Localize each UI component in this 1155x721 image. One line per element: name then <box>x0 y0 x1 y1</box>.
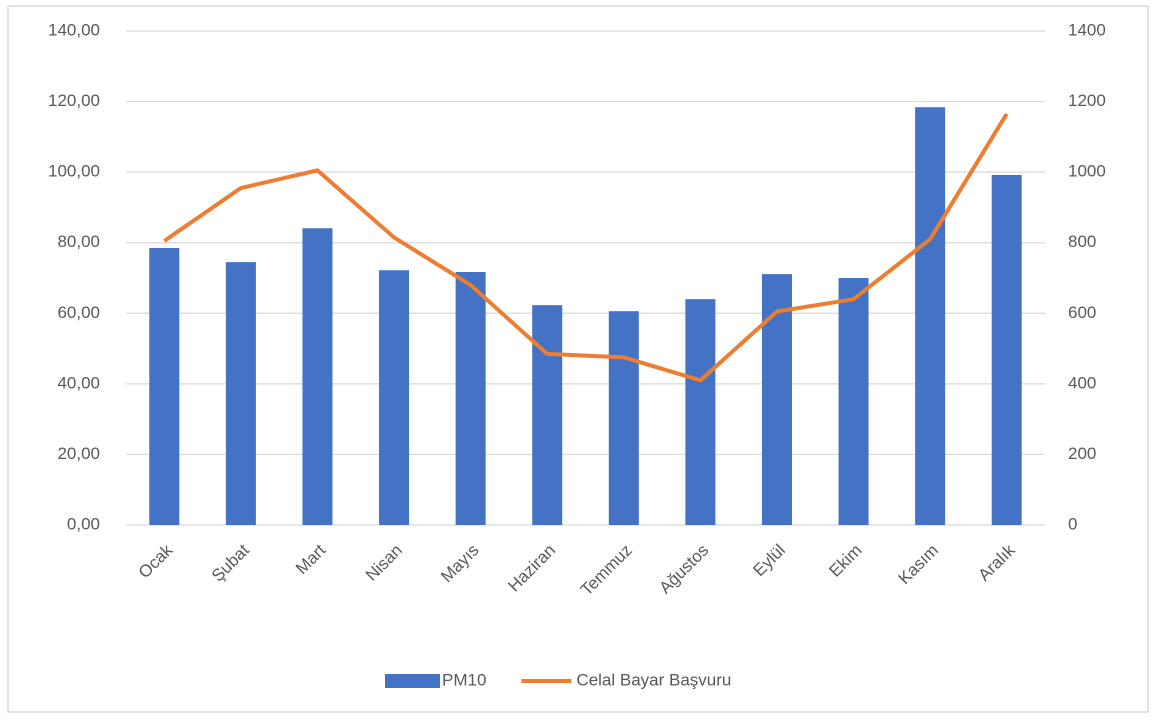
y-tick-label: 60,00 <box>57 303 100 322</box>
y2-tick-label: 1000 <box>1068 162 1106 181</box>
y-tick-label: 120,00 <box>48 91 100 110</box>
y-tick-label: 100,00 <box>48 162 100 181</box>
y-tick-label: 0,00 <box>67 514 100 533</box>
bar <box>532 305 563 525</box>
y2-tick-label: 400 <box>1068 373 1096 392</box>
bar <box>455 272 486 525</box>
bar <box>149 248 180 525</box>
y2-tick-label: 0 <box>1068 514 1077 533</box>
legend-swatch <box>385 674 440 688</box>
bar <box>991 174 1022 526</box>
y2-tick-label: 200 <box>1068 444 1096 463</box>
bar <box>685 299 716 525</box>
legend-label: Celal Bayar Başvuru <box>576 670 731 689</box>
bar <box>379 270 410 525</box>
bar <box>915 107 946 526</box>
y-tick-label: 140,00 <box>48 20 100 39</box>
y-tick-label: 40,00 <box>57 373 100 392</box>
y2-tick-label: 1400 <box>1068 20 1106 39</box>
bar <box>608 311 639 525</box>
y-tick-label: 20,00 <box>57 444 100 463</box>
y2-tick-label: 1200 <box>1068 91 1106 110</box>
bar <box>302 228 333 526</box>
bar <box>838 278 869 525</box>
y2-tick-label: 800 <box>1068 232 1096 251</box>
bar <box>225 262 256 525</box>
chart-frame <box>7 5 1149 713</box>
bar <box>761 274 792 525</box>
y2-tick-label: 600 <box>1068 303 1096 322</box>
legend-label: PM10 <box>442 670 486 689</box>
line <box>163 112 1009 383</box>
y-tick-label: 80,00 <box>57 232 100 251</box>
